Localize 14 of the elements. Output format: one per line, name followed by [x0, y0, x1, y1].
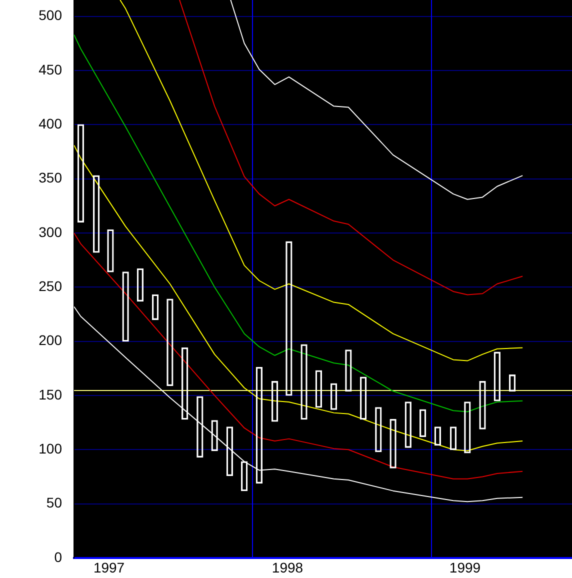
y-tick-label: 250 [38, 278, 62, 294]
y-tick-label: 100 [38, 440, 62, 457]
y-tick-label: 0 [54, 548, 62, 565]
y-tick-label: 450 [38, 61, 62, 78]
x-tick-label: 1999 [449, 559, 481, 576]
y-tick-label: 400 [38, 115, 62, 132]
y-tick-label: 350 [38, 170, 62, 186]
x-tick-label: 1997 [93, 559, 125, 576]
y-tick-label: 200 [38, 332, 62, 348]
y-tick-label: 300 [38, 224, 62, 240]
y-tick-label: 500 [38, 7, 62, 24]
y-tick-label: 150 [38, 386, 62, 402]
y-tick-label: 50 [46, 494, 62, 511]
x-tick-label: 1998 [272, 559, 304, 576]
